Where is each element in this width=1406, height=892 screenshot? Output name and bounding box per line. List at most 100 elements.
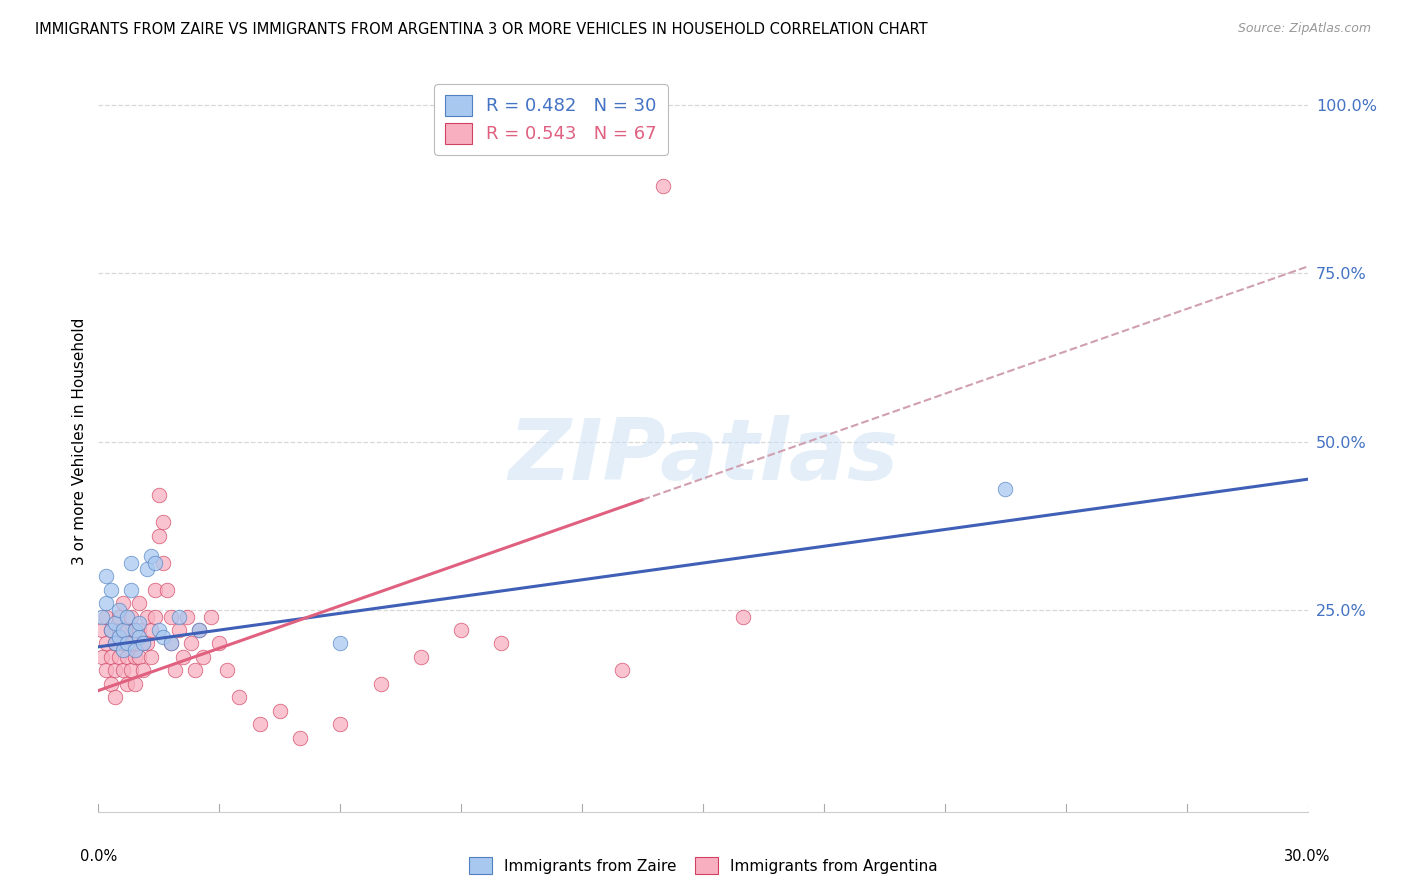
Point xyxy=(200,609,222,624)
Point xyxy=(249,717,271,731)
Point xyxy=(188,623,211,637)
Point xyxy=(107,609,129,624)
Point xyxy=(115,623,138,637)
Point xyxy=(100,623,122,637)
Point xyxy=(143,556,166,570)
Point xyxy=(103,690,125,705)
Point xyxy=(156,582,179,597)
Point xyxy=(103,636,125,650)
Point xyxy=(96,609,118,624)
Point xyxy=(217,664,239,678)
Point xyxy=(269,704,291,718)
Point xyxy=(128,623,150,637)
Point xyxy=(103,636,125,650)
Point xyxy=(111,643,134,657)
Point xyxy=(107,630,129,644)
Point xyxy=(148,488,170,502)
Point xyxy=(139,549,162,563)
Point xyxy=(100,623,122,637)
Point xyxy=(132,664,155,678)
Point xyxy=(228,690,250,705)
Point xyxy=(111,636,134,650)
Point xyxy=(100,582,122,597)
Point xyxy=(329,717,352,731)
Point xyxy=(167,609,190,624)
Point xyxy=(135,636,157,650)
Point xyxy=(135,562,157,576)
Point xyxy=(612,664,634,678)
Text: 30.0%: 30.0% xyxy=(1285,849,1330,863)
Point xyxy=(115,649,138,664)
Point xyxy=(120,609,142,624)
Point xyxy=(120,664,142,678)
Legend: Immigrants from Zaire, Immigrants from Argentina: Immigrants from Zaire, Immigrants from A… xyxy=(463,851,943,880)
Point xyxy=(163,664,186,678)
Legend: R = 0.482   N = 30, R = 0.543   N = 67: R = 0.482 N = 30, R = 0.543 N = 67 xyxy=(434,84,668,154)
Point xyxy=(132,636,155,650)
Point xyxy=(208,636,231,650)
Point xyxy=(160,636,183,650)
Text: 0.0%: 0.0% xyxy=(80,849,117,863)
Point xyxy=(152,556,174,570)
Point xyxy=(103,616,125,631)
Point xyxy=(160,636,183,650)
Point xyxy=(91,649,114,664)
Point xyxy=(148,623,170,637)
Point xyxy=(193,649,215,664)
Point xyxy=(172,649,194,664)
Point xyxy=(370,677,392,691)
Point xyxy=(120,582,142,597)
Point xyxy=(188,623,211,637)
Point xyxy=(107,649,129,664)
Point xyxy=(733,609,755,624)
Point xyxy=(160,609,183,624)
Point xyxy=(111,596,134,610)
Point xyxy=(91,609,114,624)
Point xyxy=(994,482,1017,496)
Point xyxy=(120,556,142,570)
Point xyxy=(107,623,129,637)
Point xyxy=(124,623,146,637)
Point xyxy=(491,636,513,650)
Point xyxy=(120,636,142,650)
Point xyxy=(96,569,118,583)
Point xyxy=(100,649,122,664)
Point xyxy=(651,178,673,193)
Point xyxy=(409,649,432,664)
Point xyxy=(450,623,472,637)
Point xyxy=(124,623,146,637)
Point xyxy=(176,609,198,624)
Point xyxy=(111,623,134,637)
Point xyxy=(103,664,125,678)
Point xyxy=(167,623,190,637)
Point xyxy=(132,636,155,650)
Point xyxy=(288,731,311,745)
Point xyxy=(184,664,207,678)
Point xyxy=(128,649,150,664)
Point xyxy=(128,616,150,631)
Point xyxy=(96,664,118,678)
Point xyxy=(139,623,162,637)
Point xyxy=(143,609,166,624)
Point xyxy=(91,623,114,637)
Point xyxy=(115,677,138,691)
Text: ZIPatlas: ZIPatlas xyxy=(508,415,898,498)
Point xyxy=(128,596,150,610)
Point xyxy=(100,677,122,691)
Point xyxy=(96,636,118,650)
Point xyxy=(152,516,174,530)
Point xyxy=(143,582,166,597)
Text: IMMIGRANTS FROM ZAIRE VS IMMIGRANTS FROM ARGENTINA 3 OR MORE VEHICLES IN HOUSEHO: IMMIGRANTS FROM ZAIRE VS IMMIGRANTS FROM… xyxy=(35,22,928,37)
Text: Source: ZipAtlas.com: Source: ZipAtlas.com xyxy=(1237,22,1371,36)
Point xyxy=(111,664,134,678)
Point xyxy=(139,649,162,664)
Point xyxy=(180,636,202,650)
Point xyxy=(124,677,146,691)
Point xyxy=(96,596,118,610)
Point xyxy=(115,636,138,650)
Y-axis label: 3 or more Vehicles in Household: 3 or more Vehicles in Household xyxy=(72,318,87,566)
Point xyxy=(128,630,150,644)
Point xyxy=(148,529,170,543)
Point xyxy=(107,603,129,617)
Point xyxy=(152,630,174,644)
